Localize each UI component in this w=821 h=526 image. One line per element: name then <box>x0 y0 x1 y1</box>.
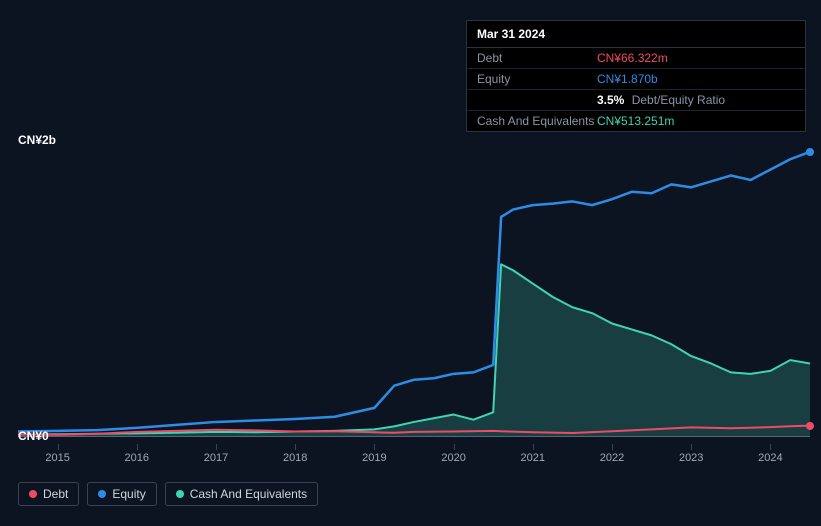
x-baseline <box>18 436 810 437</box>
x-tick-mark <box>137 444 138 450</box>
x-tick-mark <box>58 444 59 450</box>
x-tick-mark <box>295 444 296 450</box>
x-tick-label: 2022 <box>600 452 624 464</box>
chart-svg-container <box>18 140 810 450</box>
tooltip-row: Cash And EquivalentsCN¥513.251m <box>467 111 805 131</box>
legend-swatch <box>29 490 37 498</box>
legend-swatch <box>98 490 106 498</box>
legend-swatch <box>176 490 184 498</box>
x-tick-label: 2019 <box>362 452 386 464</box>
tooltip-row-value: CN¥513.251m <box>597 114 674 128</box>
x-tick-mark <box>374 444 375 450</box>
legend-label: Cash And Equivalents <box>190 487 307 501</box>
chart-plot-area: CN¥0CN¥2b <box>18 140 810 450</box>
tooltip-row-label: Debt <box>477 51 597 65</box>
series-end-dot <box>806 148 814 156</box>
chart-legend: Debt Equity Cash And Equivalents <box>18 482 318 506</box>
x-tick-mark <box>691 444 692 450</box>
tooltip-date: Mar 31 2024 <box>467 21 805 48</box>
x-tick-label: 2016 <box>125 452 149 464</box>
legend-item-debt[interactable]: Debt <box>18 482 79 506</box>
chart-svg <box>18 140 810 450</box>
tooltip-row-label: Equity <box>477 72 597 86</box>
series-area-cash-and-equivalents <box>18 264 810 436</box>
tooltip-row: 3.5% Debt/Equity Ratio <box>467 90 805 111</box>
x-tick-mark <box>770 444 771 450</box>
legend-item-cash-and-equivalents[interactable]: Cash And Equivalents <box>165 482 318 506</box>
x-tick-label: 2024 <box>758 452 782 464</box>
x-tick-mark <box>454 444 455 450</box>
tooltip-rows: DebtCN¥66.322mEquityCN¥1.870b3.5% Debt/E… <box>467 48 805 131</box>
tooltip-row: EquityCN¥1.870b <box>467 69 805 90</box>
x-tick-label: 2021 <box>521 452 545 464</box>
x-tick-label: 2020 <box>441 452 465 464</box>
y-axis-label: CN¥0 <box>18 429 32 443</box>
tooltip-row-label: Cash And Equivalents <box>477 114 597 128</box>
tooltip-row-value: CN¥66.322m <box>597 51 668 65</box>
tooltip-row-value: CN¥1.870b <box>597 72 658 86</box>
legend-label: Equity <box>112 487 145 501</box>
x-axis: 2015 2016 2017 2018 2019 2020 2021 2022 2023 2024 <box>18 450 810 470</box>
series-end-dot <box>806 422 814 430</box>
x-tick-label: 2023 <box>679 452 703 464</box>
legend-label: Debt <box>43 487 68 501</box>
tooltip-row: DebtCN¥66.322m <box>467 48 805 69</box>
x-tick-mark <box>612 444 613 450</box>
chart-tooltip: Mar 31 2024 DebtCN¥66.322mEquityCN¥1.870… <box>466 20 806 132</box>
tooltip-row-value: 3.5% Debt/Equity Ratio <box>597 93 725 107</box>
legend-item-equity[interactable]: Equity <box>87 482 156 506</box>
x-tick-label: 2015 <box>45 452 69 464</box>
y-axis-label: CN¥2b <box>18 133 32 147</box>
tooltip-row-label <box>477 93 597 107</box>
x-tick-label: 2018 <box>283 452 307 464</box>
x-tick-mark <box>216 444 217 450</box>
x-tick-label: 2017 <box>204 452 228 464</box>
x-tick-mark <box>533 444 534 450</box>
